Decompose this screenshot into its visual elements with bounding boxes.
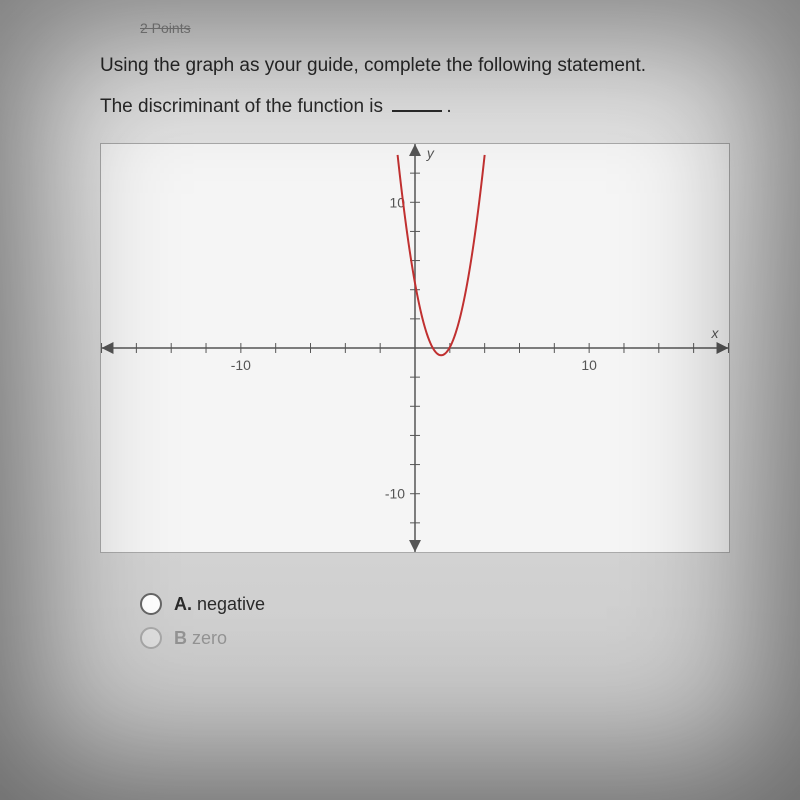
graph-container: -1010-1010xy: [100, 143, 730, 553]
option-text: zero: [192, 628, 227, 648]
option-letter: B: [174, 628, 187, 648]
svg-text:-10: -10: [385, 486, 405, 502]
points-header: 2 Points: [0, 20, 800, 36]
question-text: Using the graph as your guide, complete …: [0, 51, 800, 81]
page: 2 Points Using the graph as your guide, …: [0, 0, 800, 800]
parabola-chart: -1010-1010xy: [101, 144, 729, 552]
svg-text:10: 10: [581, 357, 597, 373]
radio-icon[interactable]: [140, 593, 162, 615]
svg-text:-10: -10: [231, 357, 251, 373]
statement-prefix: The discriminant of the function is: [100, 96, 388, 117]
blank: [392, 110, 442, 112]
option-letter: A.: [174, 594, 192, 614]
radio-icon: [140, 627, 162, 649]
option-b-cut: B zero: [140, 627, 800, 649]
svg-text:x: x: [711, 325, 720, 341]
statement-suffix: .: [446, 96, 451, 117]
option-text: negative: [197, 594, 265, 614]
options-list: A. negative B zero: [0, 593, 800, 649]
option-a[interactable]: A. negative: [140, 593, 800, 615]
statement: The discriminant of the function is .: [0, 96, 800, 118]
svg-text:y: y: [426, 145, 435, 161]
